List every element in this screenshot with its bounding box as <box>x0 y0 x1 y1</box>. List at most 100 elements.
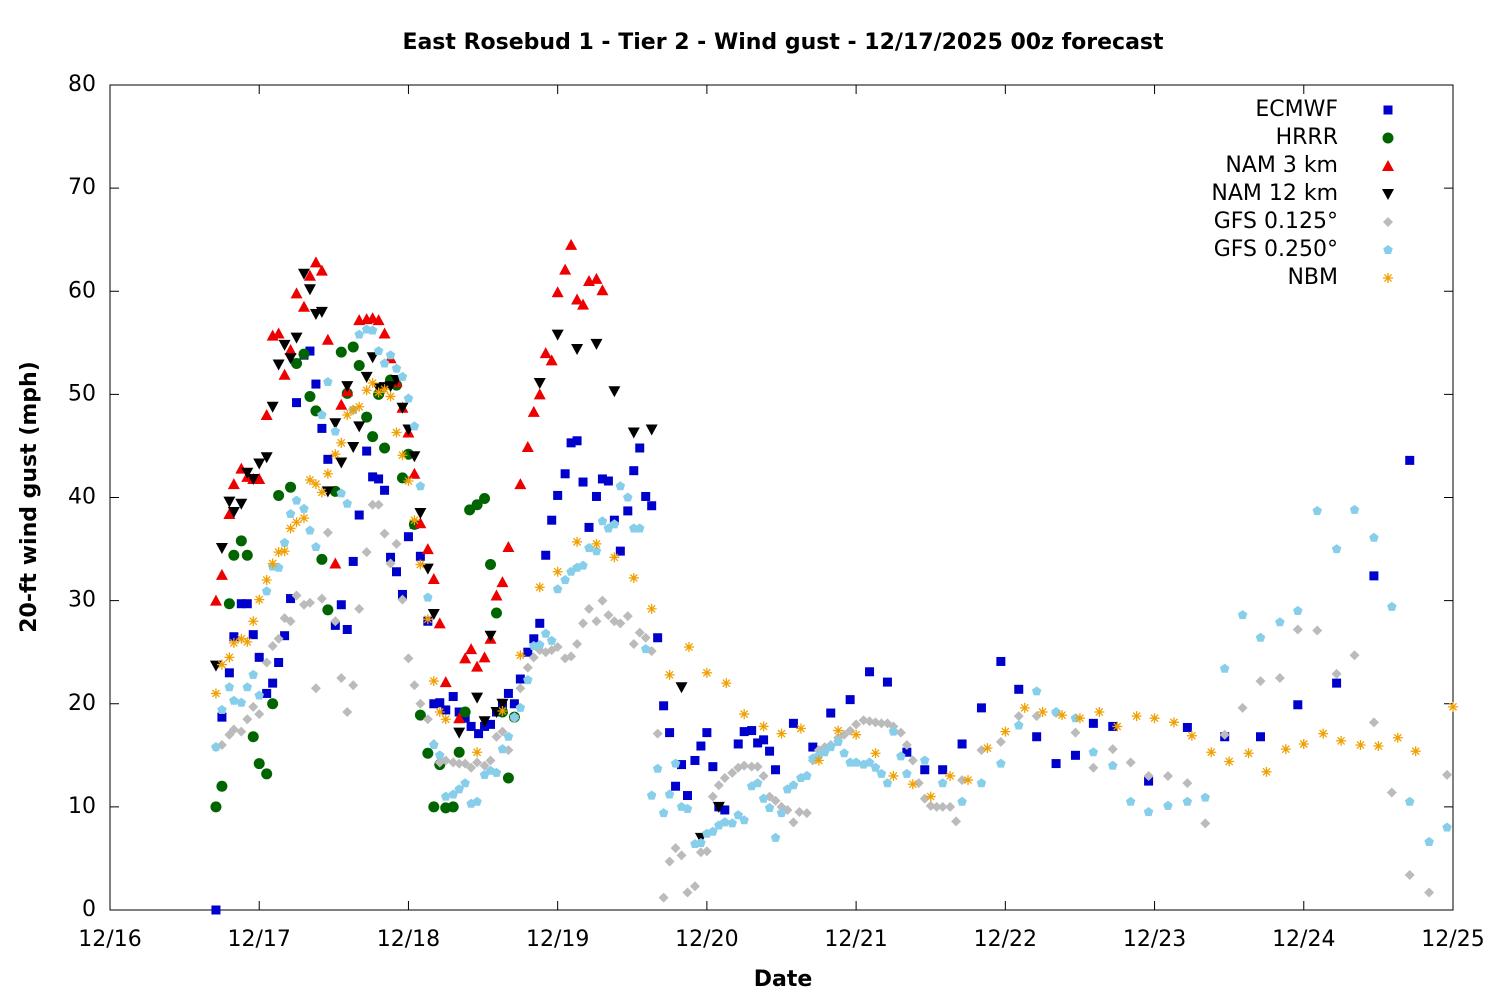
point <box>1013 711 1024 722</box>
point <box>408 451 421 463</box>
point <box>802 770 812 780</box>
point <box>290 332 303 344</box>
point <box>739 709 750 720</box>
point <box>415 698 426 709</box>
point <box>215 543 228 555</box>
point <box>342 410 353 420</box>
point <box>920 755 930 765</box>
point <box>752 778 763 788</box>
point <box>565 238 578 250</box>
point <box>578 618 589 629</box>
point <box>683 642 694 653</box>
point <box>429 699 439 709</box>
point <box>310 683 321 694</box>
point <box>664 669 675 680</box>
point <box>228 724 239 735</box>
point <box>664 789 675 799</box>
legend-marker <box>1382 160 1394 171</box>
point <box>634 627 645 638</box>
legend-marker <box>1383 217 1393 227</box>
point <box>335 457 348 469</box>
point <box>951 816 962 827</box>
point <box>284 344 297 356</box>
point <box>478 716 491 728</box>
point <box>385 350 396 360</box>
point <box>515 650 526 661</box>
point <box>597 474 607 484</box>
point <box>353 421 366 433</box>
point <box>284 353 297 365</box>
point <box>291 495 302 505</box>
point <box>1200 792 1210 802</box>
point <box>1387 601 1397 611</box>
point <box>664 856 675 867</box>
point <box>635 443 645 453</box>
legend-marker <box>1382 189 1394 200</box>
point <box>440 714 451 725</box>
point <box>839 729 850 740</box>
point <box>1255 676 1266 687</box>
point <box>454 784 464 794</box>
point <box>362 446 372 456</box>
point <box>788 817 799 828</box>
point <box>696 838 706 847</box>
point <box>545 354 558 366</box>
point <box>553 490 563 500</box>
point <box>535 618 545 628</box>
x-tick-label: 12/17 <box>228 927 291 952</box>
point <box>396 472 408 484</box>
point <box>770 832 781 842</box>
point <box>1237 610 1248 620</box>
point <box>996 656 1006 666</box>
point <box>315 306 328 318</box>
point <box>559 263 572 275</box>
point <box>415 551 425 561</box>
y-tick-label: 30 <box>68 588 96 613</box>
point <box>1112 721 1123 732</box>
point <box>279 546 290 557</box>
point <box>310 479 321 490</box>
point <box>1070 727 1081 738</box>
point <box>876 718 887 729</box>
point <box>485 559 497 571</box>
point <box>502 541 515 552</box>
point <box>428 676 439 687</box>
point <box>223 508 236 519</box>
point <box>521 440 534 452</box>
point <box>597 516 608 526</box>
point <box>266 401 279 413</box>
x-tick-label: 12/23 <box>1123 927 1186 952</box>
point <box>1392 732 1403 743</box>
point <box>682 791 692 801</box>
point <box>523 647 533 657</box>
point <box>285 509 296 518</box>
point <box>421 543 434 555</box>
point <box>864 757 875 767</box>
point <box>216 659 227 670</box>
point <box>1312 625 1323 636</box>
point <box>794 807 805 818</box>
point <box>665 728 675 738</box>
point <box>652 728 663 739</box>
point <box>299 503 309 513</box>
point <box>937 778 948 788</box>
point <box>454 707 464 717</box>
point <box>253 472 266 484</box>
point <box>1373 741 1384 752</box>
point <box>273 562 284 572</box>
point <box>1349 650 1360 661</box>
point <box>460 778 470 788</box>
point <box>336 672 347 683</box>
point <box>646 603 657 614</box>
point <box>460 713 470 723</box>
point <box>902 747 912 757</box>
point <box>833 736 843 746</box>
point <box>248 630 258 640</box>
point <box>311 379 321 389</box>
point <box>701 846 712 857</box>
point <box>267 698 279 710</box>
point <box>764 802 775 812</box>
point <box>957 739 967 749</box>
point <box>330 449 341 460</box>
point <box>747 726 757 736</box>
